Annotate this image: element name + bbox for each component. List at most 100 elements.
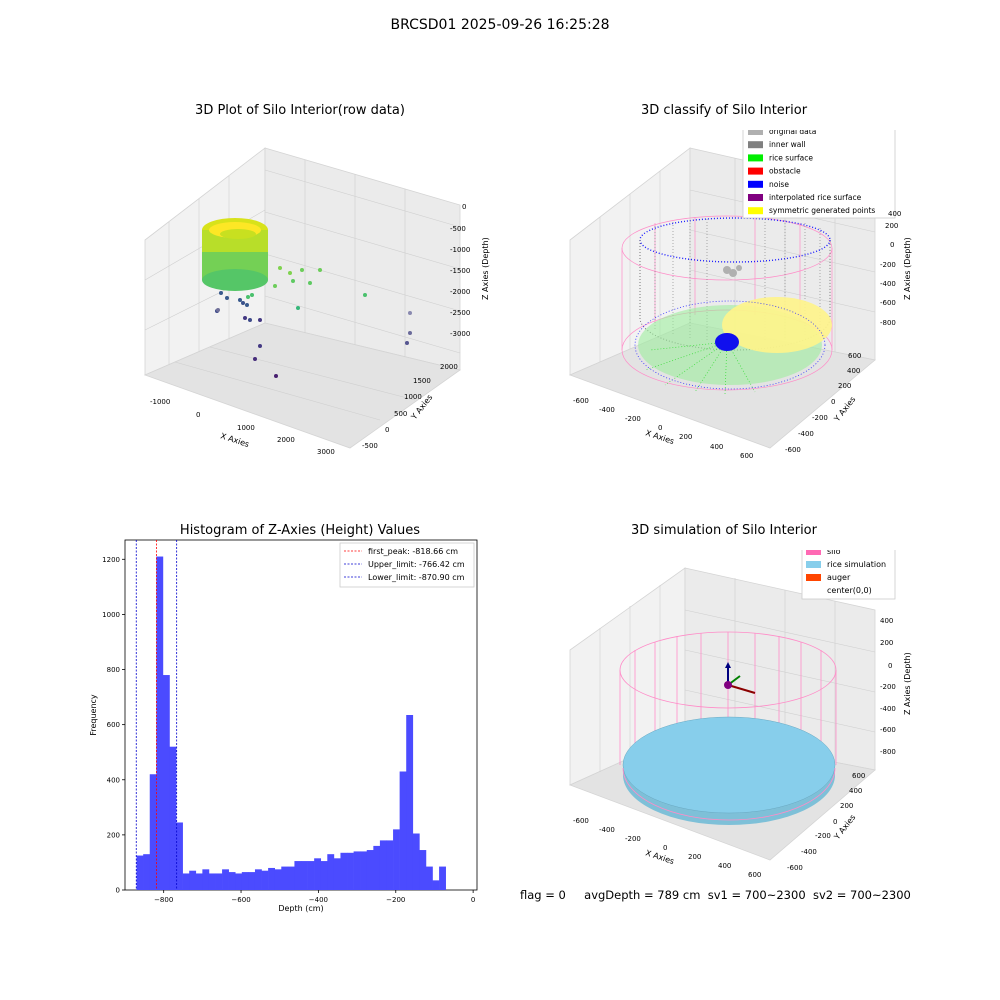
- x-ticks: −800 −600 −400 −200 0: [154, 890, 475, 904]
- floor-pane: [143, 322, 461, 449]
- data-point: [246, 295, 250, 299]
- x-tick: -200: [625, 835, 641, 843]
- avg-depth-text: avgDepth = 789 cm: [584, 888, 701, 902]
- z-tick: -400: [880, 705, 896, 713]
- z-tick: -800: [880, 319, 896, 327]
- histogram-bar: [425, 866, 433, 890]
- data-point: [238, 298, 242, 302]
- legend: silo rice simulation auger center(0,0): [801, 550, 896, 600]
- legend: original data inner wall rice surface obsta…: [742, 130, 896, 219]
- data-point: [253, 357, 257, 361]
- y-tick: -600: [787, 864, 803, 872]
- data-point: [274, 374, 278, 378]
- x-tick: 1000: [237, 424, 255, 432]
- panel4-title: 3D simulation of Silo Interior: [631, 523, 817, 538]
- legend-label: Lower_limit: -870.90 cm: [368, 573, 465, 582]
- y-tick-label: 800: [107, 666, 120, 674]
- z-tick: 0: [888, 662, 892, 670]
- data-point: [258, 318, 262, 322]
- depth-histogram: −800 −600 −400 −200 0 020040060080010001200 …: [89, 539, 478, 913]
- y-tick: 600: [852, 772, 865, 780]
- data-point: [245, 303, 249, 307]
- x-tick: 400: [718, 862, 731, 870]
- y-tick: -200: [815, 832, 831, 840]
- histogram-bar: [136, 855, 144, 890]
- data-point: [288, 271, 292, 275]
- x-tick: 0: [663, 844, 667, 852]
- sv2-text: sv2 = 700~2300: [812, 888, 911, 902]
- z-tick: 200: [880, 639, 893, 647]
- z-tick: -800: [880, 748, 896, 756]
- x-axis-label: Depth (cm): [278, 904, 323, 913]
- histogram-bar: [419, 850, 427, 890]
- figure-suptitle: BRCSD01 2025-09-26 16:25:28: [390, 17, 610, 33]
- classified-3d-plot: original data inner wall rice surface obsta…: [568, 130, 912, 460]
- histogram-bar: [439, 866, 446, 890]
- data-point: [291, 279, 295, 283]
- x-tick: 600: [740, 452, 753, 460]
- z-tick: -200: [880, 261, 896, 269]
- data-point: [363, 293, 367, 297]
- histogram-bar: [406, 715, 414, 890]
- z-tick: 200: [885, 222, 898, 230]
- z-tick: -400: [880, 280, 896, 288]
- y-tick: 0: [833, 818, 837, 826]
- histogram-bar: [248, 872, 256, 890]
- histogram-bars: [136, 556, 446, 890]
- legend-label: obstacle: [769, 167, 801, 176]
- legend-swatch: [748, 207, 763, 215]
- z-tick: -200: [880, 683, 896, 691]
- legend-label: inner wall: [769, 140, 806, 149]
- histogram-bar: [235, 873, 243, 890]
- reference-lines: [135, 540, 178, 890]
- x-tick: -200: [625, 415, 641, 423]
- scatter-points: [215, 266, 412, 378]
- sv1-text: sv1 = 700~2300: [707, 888, 806, 902]
- status-footer: flag = 0 avgDepth = 789 cm sv1 = 700~230…: [520, 888, 911, 902]
- histogram-bar: [386, 840, 394, 890]
- histogram-bar: [360, 851, 368, 890]
- histogram-bar: [432, 880, 440, 890]
- histogram-bar: [274, 869, 282, 890]
- y-tick: 600: [848, 352, 861, 360]
- histogram-bar: [261, 870, 269, 890]
- x-tick-label: −800: [154, 896, 173, 904]
- legend-swatch: [748, 167, 763, 175]
- x-tick: -1000: [150, 398, 170, 406]
- legend: first_peak: -818.66 cm Upper_limit: -766.…: [339, 542, 475, 588]
- x-tick: 0: [658, 424, 662, 432]
- y-tick: -600: [785, 446, 801, 454]
- histogram-bar: [215, 873, 223, 890]
- z-tick: 400: [880, 617, 893, 625]
- histogram-bar: [281, 866, 289, 890]
- histogram-bar: [222, 869, 229, 890]
- legend-swatch: [806, 561, 821, 568]
- point-cloud-cylinder: [202, 218, 268, 291]
- z-tick: -1000: [450, 246, 470, 254]
- histogram-bar: [340, 852, 348, 890]
- z-axis-label: Z Axies (Depth): [903, 237, 912, 300]
- legend-swatch: [748, 194, 763, 201]
- histogram-bar: [162, 675, 170, 890]
- x-tick-label: −600: [231, 896, 250, 904]
- y-tick-label: 400: [107, 776, 120, 784]
- legend-label: noise: [769, 180, 789, 189]
- silo-wireframe: [621, 215, 833, 391]
- y-tick: 1000: [404, 393, 422, 401]
- histogram-bar: [399, 771, 407, 890]
- histogram-bar: [307, 861, 315, 890]
- histogram-bar: [268, 867, 275, 890]
- data-point: [243, 316, 247, 320]
- plot-area: [124, 539, 478, 891]
- z-tick: -500: [450, 225, 466, 233]
- y-tick: -200: [812, 414, 828, 422]
- x-tick-label: 0: [471, 896, 475, 904]
- data-point: [296, 306, 300, 310]
- raw-data-3d-plot: 0 -500 -1000 -1500 -2000 -2500 -3000 -10…: [143, 147, 490, 456]
- histogram-bar: [353, 851, 361, 890]
- y-axis-label: Y Axies: [832, 395, 858, 424]
- y-tick: 400: [849, 787, 862, 795]
- histogram-bar: [327, 854, 335, 890]
- data-point: [241, 301, 245, 305]
